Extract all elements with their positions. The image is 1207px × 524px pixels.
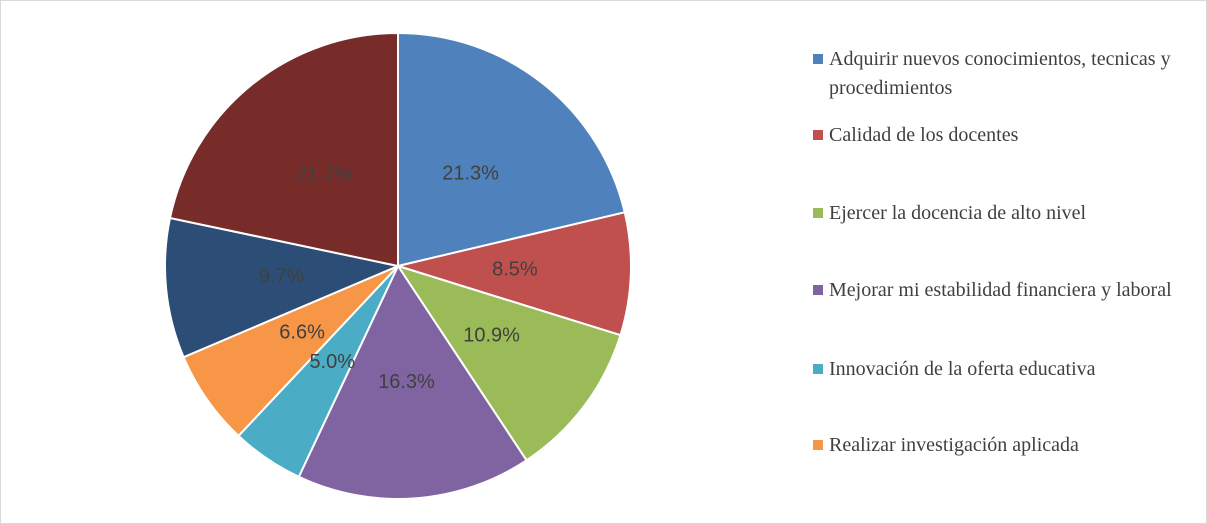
- data-label: 5.0%: [309, 351, 355, 373]
- data-label: 9.7%: [259, 266, 305, 288]
- legend-label: Adquirir nuevos conocimientos, tecnicas …: [829, 48, 1171, 99]
- data-label: 16.3%: [378, 371, 435, 393]
- pie-slice: [397, 31, 626, 268]
- data-label: 6.6%: [279, 321, 325, 343]
- legend-swatch: [813, 285, 823, 295]
- legend-swatch: [813, 130, 823, 140]
- legend-label: Realizar investigación aplicada: [829, 434, 1079, 456]
- pie-slice: [394, 211, 632, 337]
- legend-label: Mejorar mi estabilidad financiera y labo…: [829, 279, 1172, 301]
- data-label: 10.9%: [463, 325, 520, 347]
- legend-swatch: [813, 440, 823, 450]
- legend-swatch: [813, 208, 823, 218]
- data-label: 21.3%: [442, 163, 499, 185]
- legend-label: Innovación de la oferta educativa: [829, 358, 1096, 380]
- legend-label: Calidad de los docentes: [829, 124, 1019, 146]
- legend-item: Ejercer la docencia de alto nivel: [813, 199, 1193, 228]
- legend-swatch: [813, 54, 823, 64]
- legend-swatch: [813, 364, 823, 374]
- legend-label: Ejercer la docencia de alto nivel: [829, 202, 1087, 224]
- data-label: 8.5%: [492, 258, 538, 280]
- pie-slice: [168, 31, 399, 268]
- data-label: 21.7%: [296, 163, 353, 185]
- pie-slice: [164, 216, 402, 359]
- pie-slice: [395, 264, 622, 462]
- legend-item: Realizar investigación aplicada: [813, 431, 1193, 460]
- legend-item: Adquirir nuevos conocimientos, tecnicas …: [813, 45, 1193, 103]
- legend-item: Calidad de los docentes: [813, 121, 1193, 150]
- pie-slice: [297, 263, 528, 500]
- legend-item: Innovación de la oferta educativa: [813, 355, 1193, 384]
- legend-item: Mejorar mi estabilidad financiera y labo…: [813, 276, 1193, 305]
